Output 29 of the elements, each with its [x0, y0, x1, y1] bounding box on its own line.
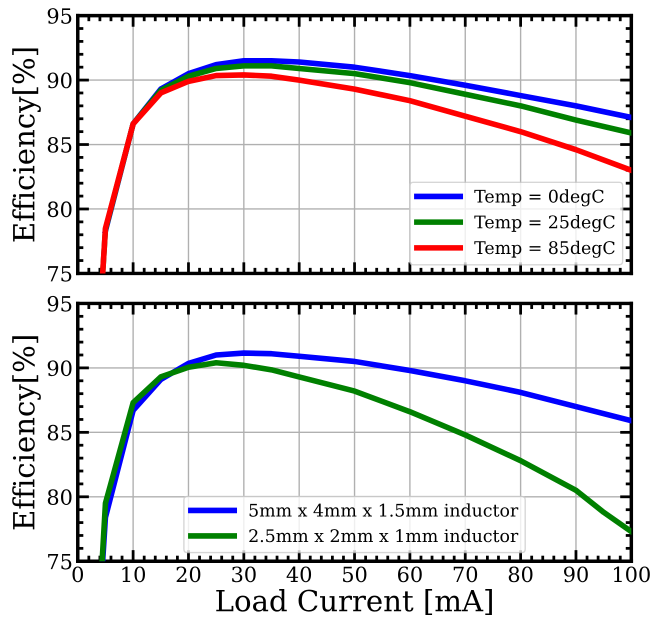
y-axis-title: Efficiency[%]	[12, 48, 41, 242]
y-tick-label: 75	[48, 266, 72, 282]
x-tick-label: 20	[176, 566, 200, 582]
y-tick-label: 75	[48, 554, 72, 570]
x-tick-label: 70	[454, 566, 478, 582]
x-tick-label: 80	[508, 566, 532, 582]
legend-label: Temp = 25degC	[474, 215, 615, 232]
y-tick-label: 90	[48, 72, 72, 88]
x-axis-title: Load Current [mA]	[216, 589, 492, 616]
x-tick-label: 10	[122, 566, 145, 582]
legend-label: Temp = 0degC	[474, 189, 604, 206]
x-tick-label: 40	[286, 566, 312, 582]
y-tick-label: 90	[48, 360, 72, 376]
y-axis-title: Efficiency[%]	[12, 336, 41, 530]
y-tick-label: 95	[48, 8, 72, 24]
y-tick-label: 85	[48, 424, 72, 441]
y-tick-label: 85	[48, 136, 72, 153]
y-tick-label: 95	[48, 296, 72, 312]
legend-label: 5mm x 4mm x 1.5mm inductor	[250, 503, 518, 517]
x-tick-label: 90	[564, 566, 588, 582]
x-tick-label: 50	[343, 566, 366, 582]
legend-label: Temp = 85degC	[474, 240, 615, 258]
x-tick-label: 30	[232, 566, 256, 582]
x-tick-label: 100	[614, 566, 650, 582]
y-tick-label: 80	[48, 201, 72, 218]
x-tick-label: 60	[398, 566, 422, 582]
x-tick-label: 0	[72, 566, 84, 582]
y-tick-label: 80	[48, 489, 72, 506]
legend-label: 2.5mm x 2mm x 1mm inductor	[249, 528, 518, 542]
